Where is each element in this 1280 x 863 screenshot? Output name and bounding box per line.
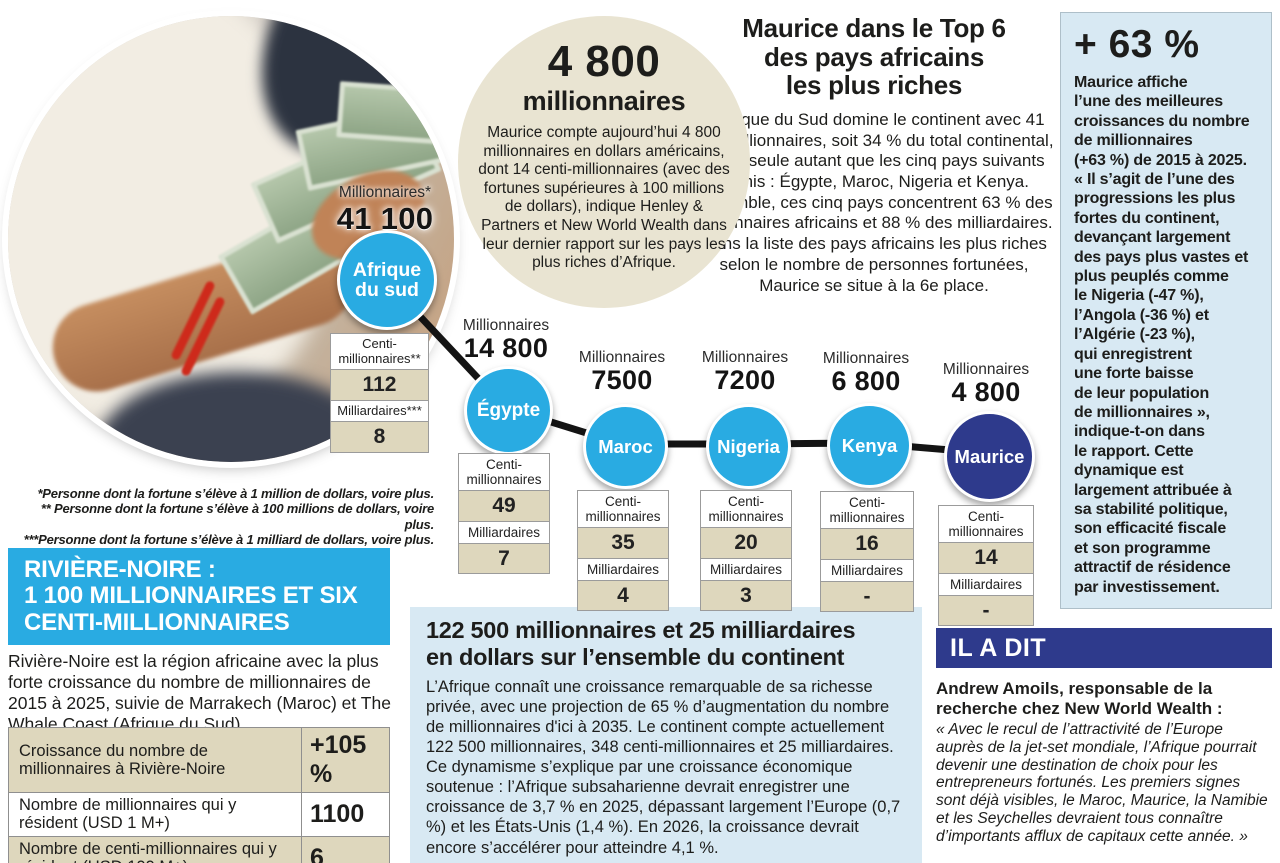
centi-millionaires-header: Centi-millionnaires: [458, 453, 550, 492]
growth-headline: + 63 %: [1074, 23, 1200, 66]
quote-panel: IL A DIT Andrew Amoils, responsable de l…: [936, 615, 1272, 863]
centi-millionaires-value: 14: [938, 542, 1034, 574]
morocco-millionaires-label: Millionnaires: [578, 349, 666, 366]
billionaires-value: -: [820, 580, 914, 613]
continent-title: 122 500 millionnaires et 25 milliardaire…: [426, 617, 856, 670]
centi-millionaires-value: 16: [820, 528, 914, 560]
bubble-number: 4 800: [547, 37, 661, 86]
table-row: Nombre de centi-millionnaires qui y rési…: [8, 835, 390, 863]
billionaires-header: Milliardaires***: [330, 399, 429, 423]
footnote-billionaire: ***Personne dont la fortune s’élève à 1 …: [23, 531, 435, 547]
centi-millionaires-header: Centi-millionnaires**: [330, 333, 429, 371]
row-value: 6: [301, 835, 390, 863]
egypt-millionaires-value: 14 800: [463, 333, 549, 363]
centi-millionaires-header: Centi-millionnaires: [938, 505, 1034, 544]
top6-block: Maurice dans le Top 6 des pays africains…: [688, 14, 1060, 296]
billionaires-header: Milliardaires: [700, 557, 792, 581]
centi-millionaires-value: 49: [458, 490, 550, 522]
footnotes: *Personne dont la fortune s’élève à 1 mi…: [20, 486, 435, 547]
egypt-millionaires-label: Millionnaires: [462, 317, 550, 334]
continent-body: L’Afrique connaît une croissance remarqu…: [426, 677, 901, 857]
mauritius-millionaires-value: 4 800: [951, 377, 1021, 407]
billionaires-header: Milliardaires: [820, 558, 914, 582]
billionaires-header: Milliardaires: [458, 520, 550, 544]
mauritius-millionaires-label: Millionnaires: [942, 361, 1030, 378]
stats-table-kenya: Centi-millionnaires 16 Milliardaires -: [820, 491, 914, 613]
south-africa-millionaires-label: Millionnaires*: [338, 184, 432, 201]
footnote-centi-millionaire: ** Personne dont la fortune s’élève à 10…: [40, 501, 434, 532]
quote-speaker: Andrew Amoils, responsable de la recherc…: [936, 679, 1223, 718]
row-label: Croissance du nombre de millionnaires à …: [8, 727, 302, 793]
row-label: Nombre de millionnaires qui y résident (…: [8, 792, 302, 837]
country-circle-nigeria: Nigeria: [706, 404, 791, 489]
stats-table-morocco: Centi-millionnaires 35 Milliardaires 4: [577, 490, 669, 612]
continent-panel: 122 500 millionnaires et 25 milliardaire…: [410, 607, 922, 863]
country-circle-kenya: Kenya: [827, 403, 912, 488]
footnote-millionaire: *Personne dont la fortune s’élève à 1 mi…: [37, 486, 434, 501]
bubble-body: Maurice compte aujourd’hui 4 800 million…: [478, 124, 730, 272]
billionaires-value: -: [938, 594, 1034, 627]
top6-title: Maurice dans le Top 6 des pays africains…: [742, 13, 1006, 101]
centi-millionaires-header: Centi-millionnaires: [577, 490, 669, 529]
billionaires-value: 4: [577, 579, 669, 612]
country-circle-morocco: Maroc: [583, 404, 668, 489]
table-row: Croissance du nombre de millionnaires à …: [8, 727, 390, 793]
growth-body: Maurice affiche l’une des meilleures cro…: [1074, 74, 1250, 596]
table-row: Nombre de millionnaires qui y résident (…: [8, 792, 390, 837]
country-circle-south-africa: Afrique du sud: [337, 230, 437, 330]
quote-header-bar: IL A DIT: [936, 628, 1272, 668]
billionaires-value: 3: [700, 579, 792, 612]
country-circle-egypt: Égypte: [464, 366, 553, 455]
top6-body: L’Afrique du Sud domine le continent ave…: [694, 109, 1054, 295]
morocco-millionaires-value: 7500: [591, 365, 653, 395]
nigeria-millionaires-value: 7200: [714, 365, 776, 395]
stats-table-mauritius: Centi-millionnaires 14 Milliardaires -: [938, 505, 1034, 627]
centi-millionaires-value: 35: [577, 527, 669, 559]
kenya-millionaires-value: 6 800: [831, 366, 901, 396]
growth-sidebar: + 63 % Maurice affiche l’une des meilleu…: [1060, 12, 1272, 609]
country-circle-mauritius: Maurice: [944, 411, 1035, 502]
row-value: +105 %: [301, 727, 390, 793]
centi-millionaires-header: Centi-millionnaires: [820, 491, 914, 530]
billionaires-header: Milliardaires: [938, 572, 1034, 596]
riviere-noire-table: Croissance du nombre de millionnaires à …: [8, 727, 390, 863]
billionaires-header: Milliardaires: [577, 557, 669, 581]
billionaires-value: 8: [330, 421, 429, 453]
centi-millionaires-value: 112: [330, 369, 429, 401]
stats-table-egypt: Centi-millionnaires 49 Milliardaires 7: [458, 453, 550, 575]
quote-text: « Avec le recul de l’attractivité de l’E…: [936, 721, 1268, 845]
riviere-noire-header: RIVIÈRE-NOIRE : 1 100 MILLIONNAIRES ET S…: [8, 548, 390, 646]
centi-millionaires-header: Centi-millionnaires: [700, 490, 792, 529]
row-label: Nombre de centi-millionnaires qui y rési…: [8, 835, 302, 863]
stats-table-nigeria: Centi-millionnaires 20 Milliardaires 3: [700, 490, 792, 612]
maurice-bubble: 4 800 millionnaires Maurice compte aujou…: [458, 16, 750, 308]
centi-millionaires-value: 20: [700, 527, 792, 559]
bubble-unit: millionnaires: [522, 86, 686, 116]
billionaires-value: 7: [458, 542, 550, 575]
kenya-millionaires-label: Millionnaires: [822, 350, 910, 367]
row-value: 1100: [301, 792, 390, 837]
stats-table-south-africa: Centi-millionnaires** 112 Milliardaires*…: [330, 333, 429, 453]
nigeria-millionaires-label: Millionnaires: [701, 349, 789, 366]
